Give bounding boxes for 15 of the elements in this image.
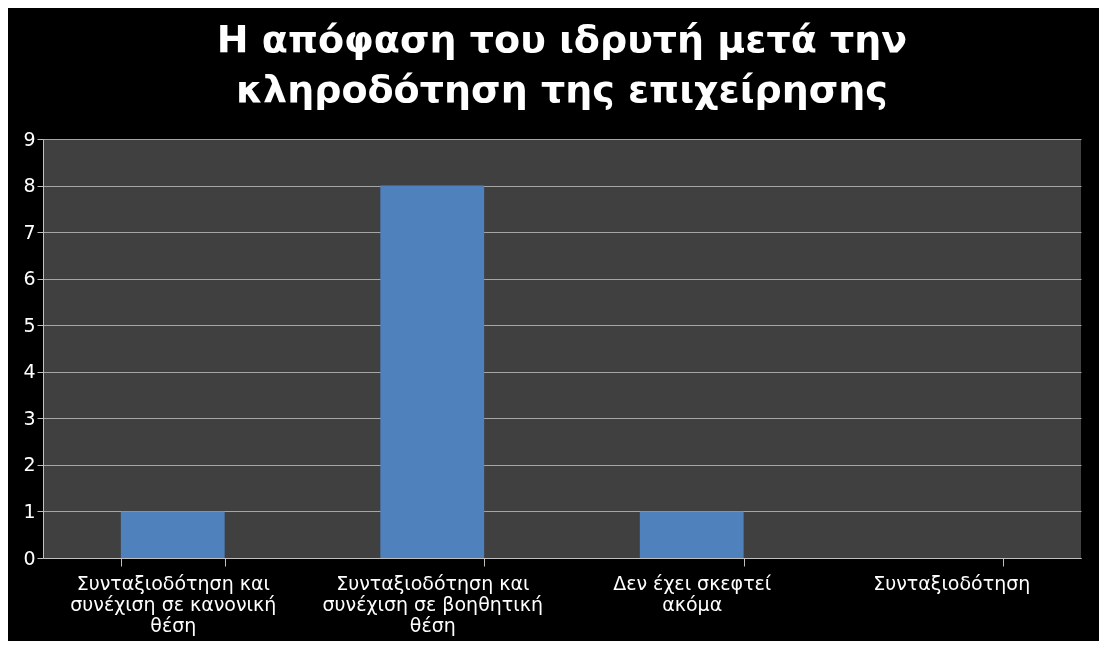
y-tick-label: 2 [23, 453, 36, 476]
y-tick-label: 5 [23, 313, 36, 336]
y-tick-label: 0 [23, 546, 36, 569]
y-tick-label: 6 [23, 267, 36, 290]
chart-title: Η απόφαση του ιδρυτή μετά την κληροδότηση της επιχείρησης [216, 17, 908, 111]
x-tick-label: Συνταξιοδότηση [873, 571, 1031, 594]
y-tick-label: 1 [23, 499, 36, 522]
y-tick-label: 4 [23, 360, 36, 383]
y-tick-label: 7 [23, 220, 36, 243]
y-tick-label: 9 [23, 127, 36, 150]
x-tick-label: Συνταξιοδότηση και συνέχιση σε κανονική θέση [70, 571, 277, 636]
x-tick-label: Συνταξιοδότηση και συνέχιση σε βοηθητική θέση [322, 571, 543, 636]
y-tick-label: 8 [23, 174, 36, 197]
x-tick-label: Δεν έχει σκεφτεί ακόμα [613, 571, 772, 615]
y-tick-label: 3 [23, 406, 36, 429]
